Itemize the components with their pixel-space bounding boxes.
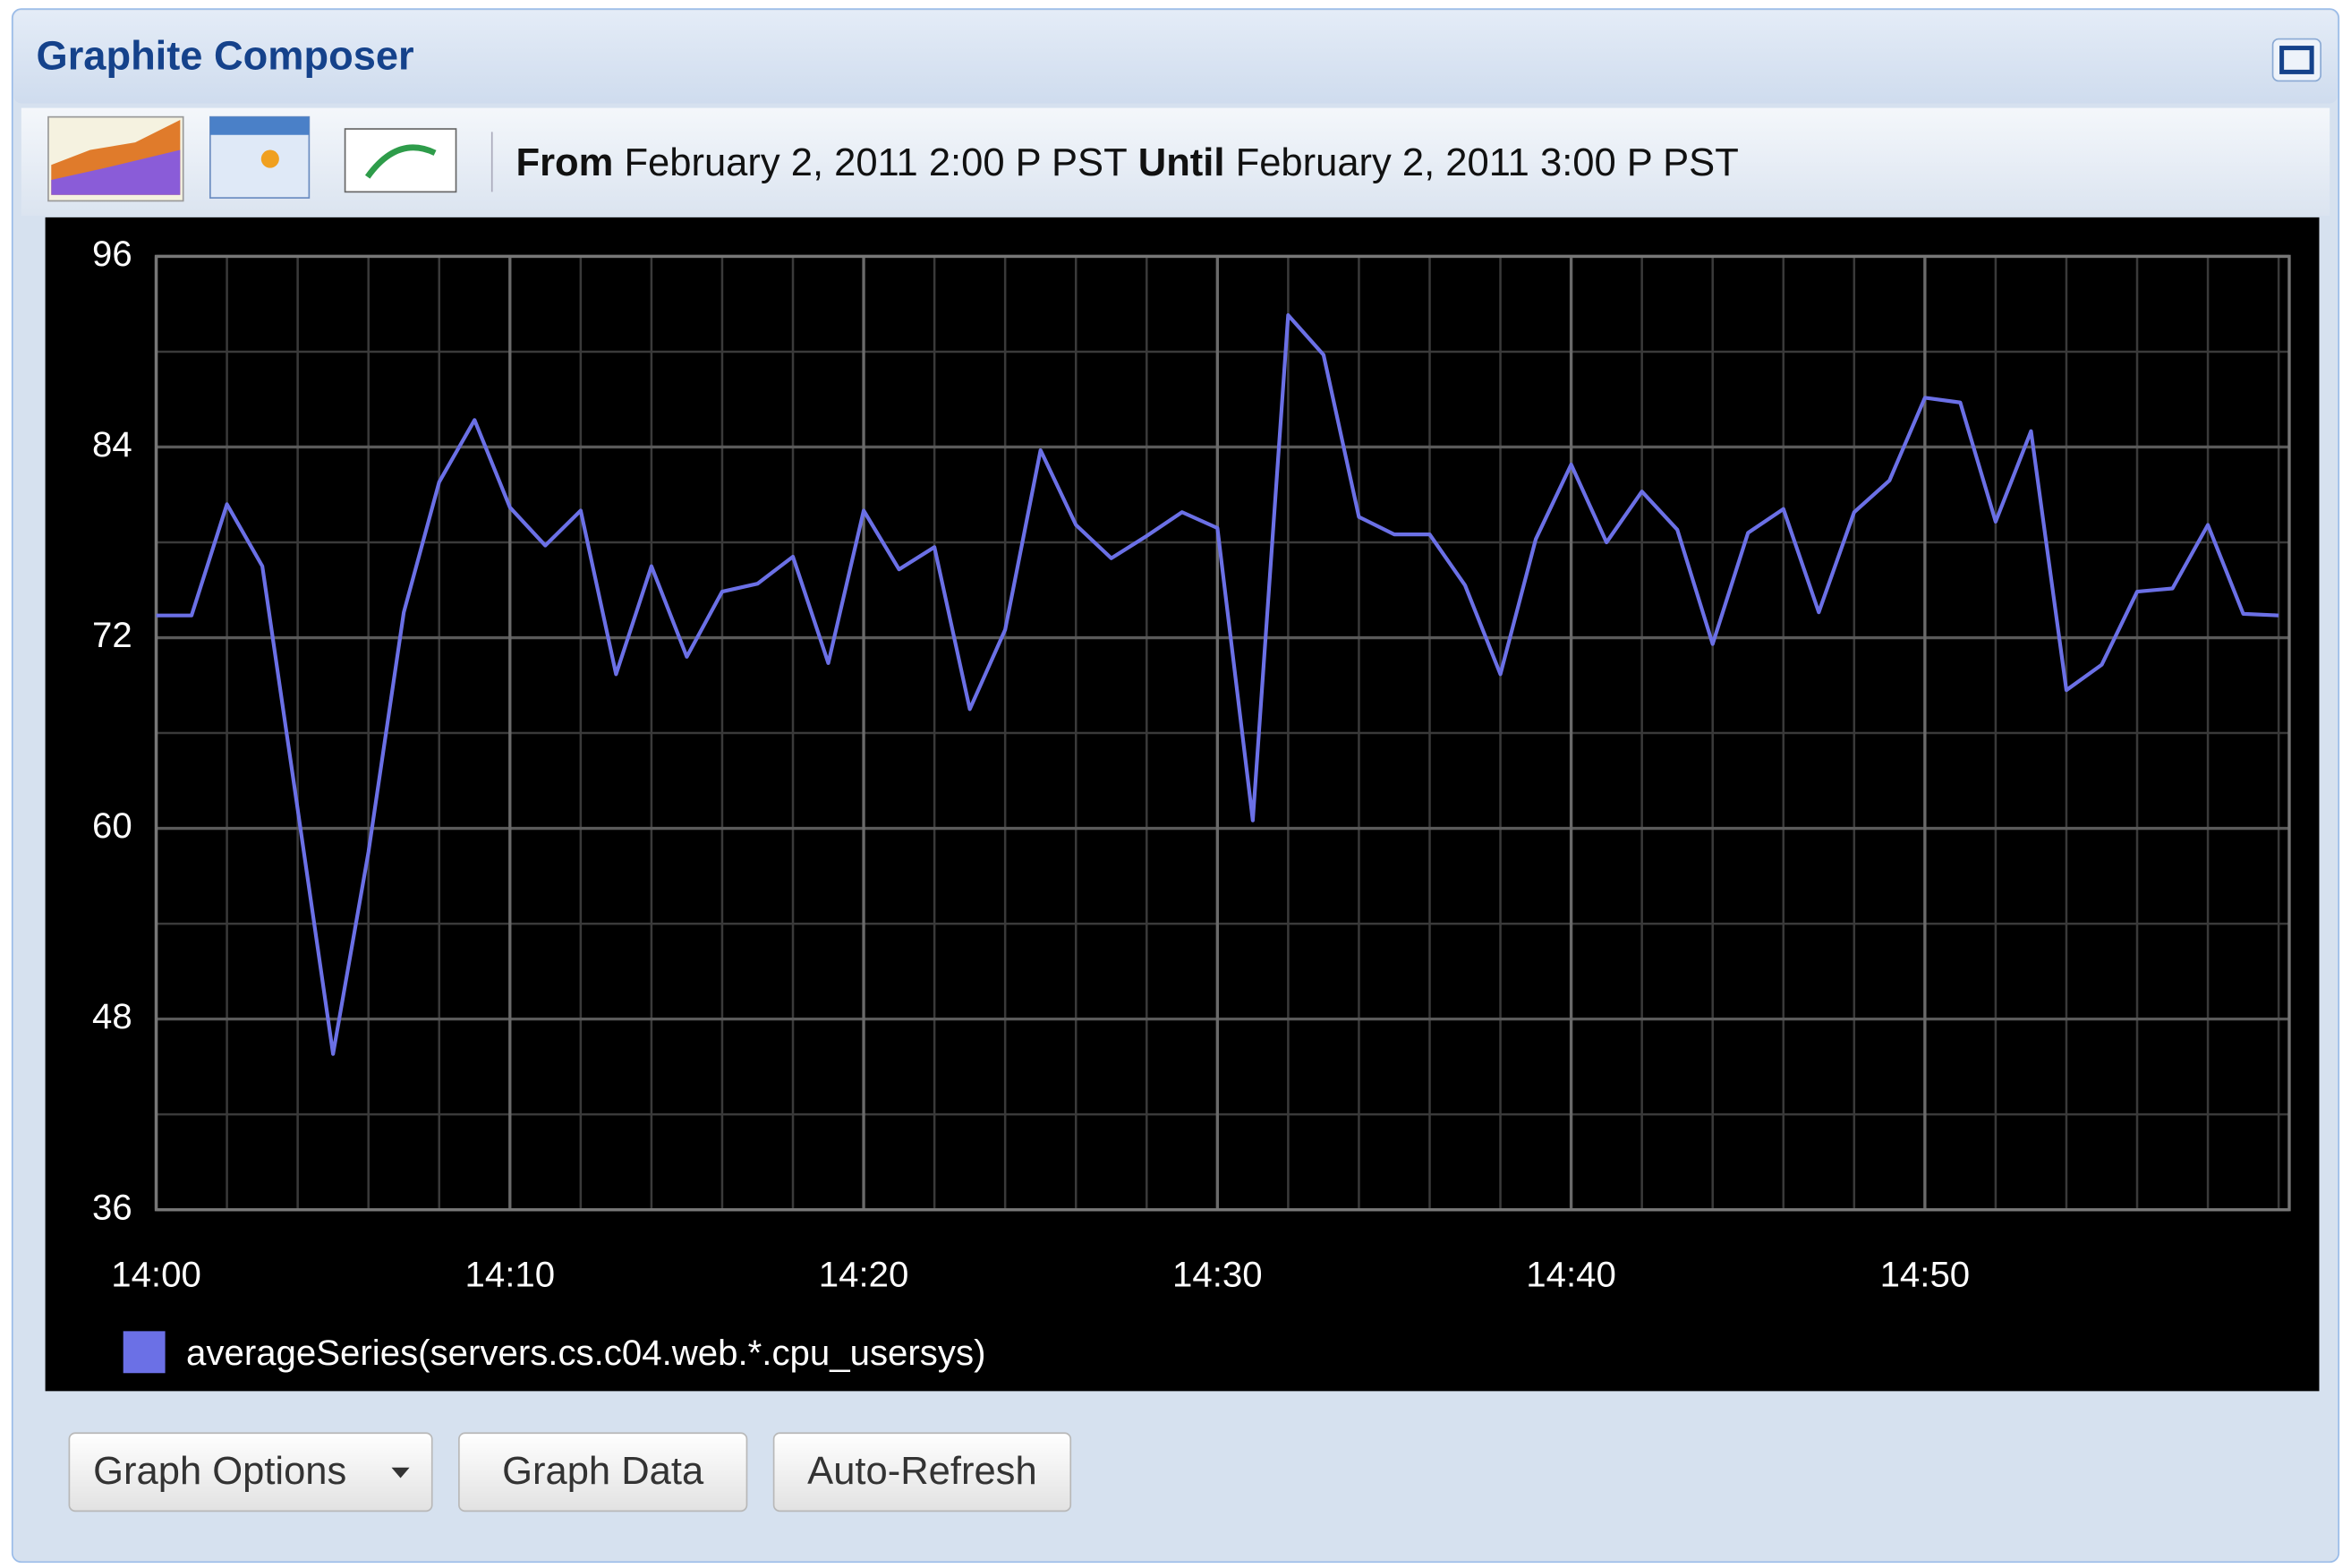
graph-background [45, 217, 2320, 1392]
dropdown-arrow[interactable] [391, 1467, 410, 1479]
x-tick-label: 14:00 [111, 1255, 201, 1295]
button[interactable]: Graph Data [458, 1432, 748, 1513]
until-time: February 2, 2011 3:00 P PST [1236, 141, 1739, 184]
x-tick-label: 14:40 [1526, 1255, 1616, 1295]
until-label: Until [1138, 141, 1225, 184]
calendar-icon[interactable] [209, 115, 311, 199]
maximize-button[interactable] [2271, 38, 2322, 82]
from-time: February 2, 2011 2:00 P PST [624, 141, 1127, 184]
y-tick-label: 84 [92, 424, 132, 464]
panel-title: Graphite Composer [37, 32, 414, 78]
button-label[interactable]: Graph Options [93, 1450, 346, 1493]
button-label[interactable]: Graph Data [502, 1450, 704, 1493]
refresh-icon[interactable] [344, 128, 457, 193]
legend-swatch [123, 1331, 166, 1374]
panel-header [13, 10, 2338, 104]
button-face[interactable] [68, 1432, 433, 1513]
button[interactable]: Auto-Refresh [772, 1432, 1072, 1513]
button[interactable]: Graph Options [68, 1432, 433, 1513]
button-face[interactable] [772, 1432, 1072, 1513]
legend-label: averageSeries(servers.cs.c04.web.*.cpu_u… [186, 1333, 985, 1373]
from-label: From [516, 141, 614, 184]
y-tick-label: 60 [92, 805, 132, 846]
y-tick-label: 72 [92, 615, 132, 655]
x-tick-label: 14:50 [1880, 1255, 1971, 1295]
graph-icon[interactable] [47, 115, 184, 202]
y-tick-label: 48 [92, 996, 132, 1036]
x-tick-label: 14:10 [465, 1255, 556, 1295]
x-tick-label: 14:30 [1172, 1255, 1263, 1295]
x-tick-label: 14:20 [819, 1255, 909, 1295]
y-tick-label: 96 [92, 234, 132, 274]
button-label[interactable]: Auto-Refresh [807, 1450, 1036, 1493]
time-range: From February 2, 2011 2:00 P PST Until F… [516, 141, 1739, 184]
plot-border [154, 254, 2291, 1212]
y-tick-label: 36 [92, 1187, 132, 1227]
button-face[interactable] [458, 1432, 748, 1513]
series-line [156, 313, 2279, 1056]
plot: 36 48 60 72 84 96 14:00 14:10 14:20 14:30 14:40 14:… [92, 234, 2291, 1374]
button-bar: Graph Options Graph Data Auto-Refresh [68, 1432, 1072, 1513]
